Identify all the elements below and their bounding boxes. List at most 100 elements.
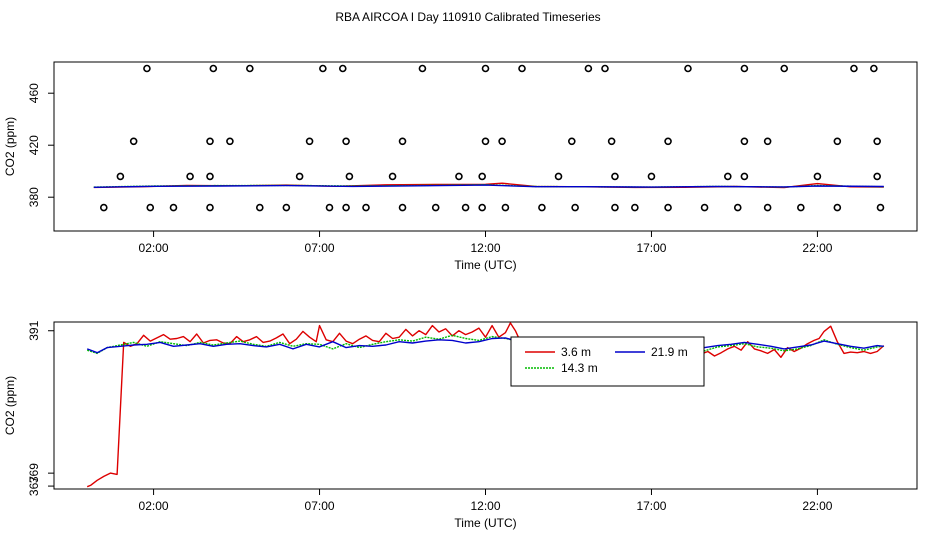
outlier-point xyxy=(129,137,138,146)
outlier-point xyxy=(99,203,108,212)
outlier-point xyxy=(601,64,609,73)
series-line-2 xyxy=(93,184,884,188)
outlier-point xyxy=(255,203,264,212)
x-tick-label: 22:00 xyxy=(802,499,832,513)
outlier-point xyxy=(554,172,563,181)
outlier-point xyxy=(186,172,194,181)
outlier-point xyxy=(873,137,881,146)
x-tick-label: 12:00 xyxy=(470,241,500,255)
y-tick-label: 369 xyxy=(27,463,41,483)
outlier-point xyxy=(611,203,619,212)
outlier-point xyxy=(143,64,151,73)
outlier-point xyxy=(740,64,749,73)
outlier-point xyxy=(206,203,214,212)
outlier-point xyxy=(538,203,546,212)
outlier-point xyxy=(418,64,427,73)
outlier-point xyxy=(780,64,789,73)
outlier-point xyxy=(342,137,350,146)
outlier-point xyxy=(684,64,692,73)
outlier-point xyxy=(431,203,440,212)
outlier-point xyxy=(342,203,350,212)
x-axis-label: Time (UTC) xyxy=(454,258,516,272)
outlier-point xyxy=(700,203,709,212)
series-line-0 xyxy=(86,322,885,488)
legend-label-0: 3.6 m xyxy=(561,345,591,359)
outlier-point xyxy=(797,203,805,212)
outlier-point xyxy=(876,203,885,212)
outlier-point xyxy=(724,172,732,181)
outlier-point xyxy=(282,203,291,212)
outlier-point xyxy=(518,64,526,73)
legend-box xyxy=(510,336,705,387)
series-line-2 xyxy=(86,337,884,354)
outlier-point xyxy=(398,203,407,212)
outlier-point xyxy=(733,203,742,212)
outlier-point xyxy=(325,203,334,212)
outlier-point xyxy=(455,172,463,181)
outlier-point xyxy=(571,203,579,212)
outlier-point xyxy=(631,203,639,212)
y-tick-label: 391 xyxy=(27,320,41,340)
outlier-point xyxy=(345,172,354,181)
legend-label-2: 21.9 m xyxy=(651,345,688,359)
y-tick-label: 420 xyxy=(27,135,41,155)
outlier-point xyxy=(567,137,576,146)
y-tick-label: 460 xyxy=(27,83,41,103)
outlier-point xyxy=(664,203,672,212)
outlier-point xyxy=(481,137,490,146)
outlier-point xyxy=(478,172,486,181)
figure-title: RBA AIRCOA I Day 110910 Calibrated Times… xyxy=(335,10,600,24)
outlier-point xyxy=(295,172,304,181)
timeseries-panel-zoomed: 02:00 07:00 12:00 17:00 22:00 Time (UTC) 36736… xyxy=(3,320,918,530)
y-tick-label: 380 xyxy=(27,187,41,207)
x-tick-label: 12:00 xyxy=(470,499,500,513)
outlier-point xyxy=(338,64,347,73)
x-tick-label: 07:00 xyxy=(305,241,335,255)
outlier-point xyxy=(305,137,314,146)
outlier-point xyxy=(740,172,749,181)
outlier-point xyxy=(398,137,407,146)
plot-frame xyxy=(53,61,918,232)
x-tick-label: 07:00 xyxy=(305,499,335,513)
outlier-point xyxy=(833,203,842,212)
outlier-point xyxy=(388,172,397,181)
outlier-point xyxy=(870,64,878,73)
outlier-point xyxy=(833,137,842,146)
outlier-point xyxy=(813,172,822,181)
series-line-1 xyxy=(86,334,884,355)
y-axis-label: CO2 (ppm) xyxy=(3,117,17,176)
timeseries-panel-all: 02:00 07:00 12:00 17:00 22:00 Time (UTC) 380 42… xyxy=(3,61,918,272)
outlier-point xyxy=(146,203,155,212)
outlier-point xyxy=(763,137,772,146)
outlier-point xyxy=(740,137,749,146)
outlier-point xyxy=(206,172,214,181)
outlier-point xyxy=(226,137,234,146)
outlier-point xyxy=(461,203,470,212)
y-axis-label: CO2 (ppm) xyxy=(3,376,17,435)
outlier-point xyxy=(362,203,370,212)
outlier-point xyxy=(209,64,218,73)
outlier-point xyxy=(481,64,490,73)
x-tick-label: 17:00 xyxy=(636,241,666,255)
x-axis-label: Time (UTC) xyxy=(454,516,516,530)
outlier-point xyxy=(873,172,881,181)
outlier-point xyxy=(647,172,656,181)
outlier-point xyxy=(607,137,616,146)
outlier-point xyxy=(501,203,510,212)
x-tick-label: 22:00 xyxy=(802,241,832,255)
x-tick-label: 02:00 xyxy=(139,241,169,255)
outlier-point xyxy=(169,203,178,212)
outlier-point xyxy=(664,137,672,146)
x-tick-label: 17:00 xyxy=(636,499,666,513)
outlier-point xyxy=(478,203,486,212)
outlier-point xyxy=(246,64,254,73)
outlier-point xyxy=(584,64,593,73)
outlier-point xyxy=(763,203,772,212)
x-tick-label: 02:00 xyxy=(139,499,169,513)
legend-label-1: 14.3 m xyxy=(561,361,598,375)
outlier-point xyxy=(498,137,506,146)
outlier-point xyxy=(319,64,327,73)
outlier-point xyxy=(611,172,619,181)
outlier-point xyxy=(206,137,214,146)
